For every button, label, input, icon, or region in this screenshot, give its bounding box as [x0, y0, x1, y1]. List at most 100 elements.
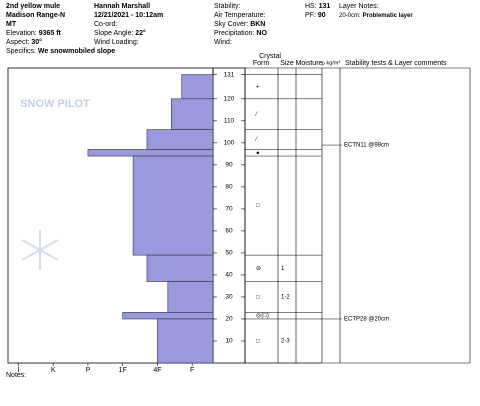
y-tick-label: 60 [225, 228, 233, 235]
stability-comment: ECTP28 @20cm [344, 317, 389, 323]
y-tick-label: 131 [224, 71, 235, 78]
field-label: Slope Angle: [94, 30, 133, 37]
crystal-header: Crystal [259, 53, 281, 60]
y-tick-label: 70 [225, 206, 233, 213]
header-field: Slope Angle: 22° [94, 29, 146, 37]
hardness-bar [132, 155, 214, 256]
field-value: 131 [319, 3, 331, 10]
field-label: Elevation: [6, 30, 37, 37]
column-header: Form [253, 60, 270, 67]
header-field: 12/21/2021 - 10:12am [94, 12, 163, 19]
field-value: Hannah Marshall [94, 3, 150, 10]
grain-size: 1-2 [281, 295, 290, 301]
hardness-bar [87, 149, 214, 157]
field-value: Madison Range-N [6, 12, 65, 19]
column-header: Moisture [296, 60, 323, 67]
field-value: 12/21/2021 - 10:12am [94, 12, 163, 19]
stability-comment: ECTN11 @99cm [344, 143, 389, 149]
field-value: Problematic layer [363, 13, 414, 19]
hardness-bar [167, 281, 214, 313]
x-tick-label: I [17, 367, 19, 374]
field-label: 20-0cm: [339, 13, 361, 19]
y-tick-label: 120 [224, 96, 235, 103]
y-tick-label: 110 [224, 118, 235, 125]
field-label: Stability: [214, 3, 241, 10]
column-header: ρ kg/m³ [322, 60, 341, 66]
field-value: 90 [318, 12, 326, 19]
field-value: 9365 ft [39, 30, 62, 37]
y-tick-label: 80 [225, 184, 233, 191]
grain-form: ● [256, 150, 260, 156]
grain-form: □ [256, 339, 260, 345]
hardness-bar [181, 74, 214, 100]
grain-size: 2-3 [281, 339, 290, 345]
x-tick-label: F [190, 367, 194, 374]
header-field: Elevation: 9365 ft [6, 30, 62, 37]
y-tick-label: 10 [225, 338, 233, 345]
grain-form: ⁄ [254, 112, 258, 118]
field-label: PF: [305, 12, 316, 19]
grain-form: ⊖ [256, 266, 261, 272]
column-header: Stability tests & Layer comments [345, 60, 447, 67]
field-value: We snowmobiled slope [38, 48, 115, 55]
header-field: PF: 90 [305, 12, 326, 19]
hardness-bar [146, 129, 214, 150]
header-field: Stability: [214, 3, 241, 10]
field-label: HS: [305, 3, 317, 10]
hardness-bar [146, 254, 214, 282]
field-value: 30° [31, 38, 42, 46]
column-header: Size [280, 60, 294, 67]
header-field: Wind: [214, 39, 232, 46]
field-label: Air Temperature: [214, 12, 266, 19]
header-field: Madison Range-N [6, 12, 65, 19]
header-field: MT [6, 21, 17, 28]
header-field: Aspect: 30° [6, 38, 42, 46]
header-field: Air Temperature: [214, 12, 266, 19]
header-field: HS: 131 [305, 3, 330, 10]
header-field: Sky Cover: BKN [214, 21, 265, 28]
hardness-bar [171, 98, 214, 130]
grain-form: □ [256, 203, 260, 209]
grain-form: □ [256, 295, 260, 301]
header-field: Precipitation: NO [214, 30, 267, 37]
y-tick-label: 50 [225, 250, 233, 257]
x-tick-label: 1F [119, 367, 127, 374]
field-label: Co-ord: [94, 21, 117, 28]
notes-label: Notes: [6, 372, 26, 379]
header-field: Wind Loading: [94, 39, 139, 46]
y-tick-label: 90 [225, 162, 233, 169]
field-value: 2nd yellow mule [6, 3, 60, 10]
header-field: 20-0cm: Problematic layer [339, 12, 413, 19]
field-value: MT [6, 21, 17, 28]
field-value: NO [256, 30, 267, 37]
header-field: Co-ord: [94, 21, 117, 28]
field-label: Wind: [214, 39, 232, 46]
grain-form: ⁄ [254, 137, 258, 143]
field-value: 22° [135, 29, 146, 37]
grain-form: ◎(□) [256, 313, 269, 319]
field-label: Wind Loading: [94, 39, 139, 46]
grain-form: + [256, 84, 260, 90]
field-value: BKN [250, 21, 265, 28]
y-tick-label: 40 [225, 272, 233, 279]
hardness-bar [157, 318, 214, 364]
header-field: 2nd yellow mule [6, 3, 60, 10]
x-tick-label: 4F [153, 367, 161, 374]
y-tick-label: 30 [225, 294, 233, 301]
logo-decoration [21, 230, 59, 270]
header-field: Hannah Marshall [94, 3, 150, 10]
field-label: Precipitation: [214, 30, 255, 37]
header-field: Specifics: We snowmobiled slope [6, 48, 115, 55]
logo: SNOW PILOT [20, 98, 90, 110]
y-tick-label: 100 [224, 140, 235, 147]
grain-size: 1 [281, 266, 285, 272]
field-label: Layer Notes: [339, 3, 379, 10]
hardness-bar [122, 312, 214, 320]
y-tick-label: 20 [225, 316, 233, 323]
x-tick-label: K [51, 367, 56, 374]
field-label: Aspect: [6, 39, 29, 46]
field-label: Specifics: [6, 48, 36, 55]
header-field: Layer Notes: [339, 3, 379, 10]
